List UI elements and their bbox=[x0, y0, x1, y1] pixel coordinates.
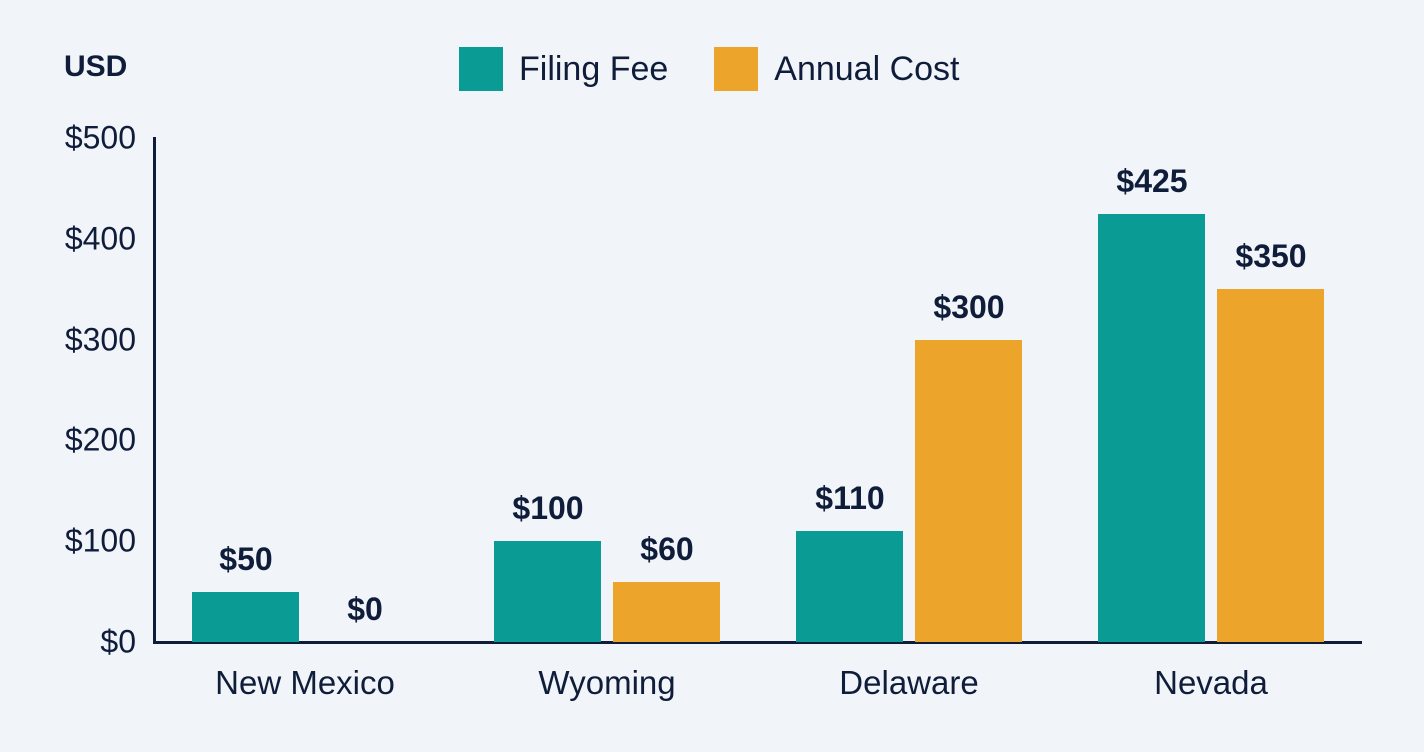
bar-value-label: $425 bbox=[1116, 162, 1188, 199]
bar-annual-cost bbox=[613, 581, 720, 642]
bar-annual-cost bbox=[915, 339, 1022, 642]
bar-value-label: $60 bbox=[640, 530, 694, 567]
legend-item-filing-fee: Filing Fee bbox=[459, 47, 668, 91]
bar-value-label: $110 bbox=[815, 480, 885, 517]
y-axis-line bbox=[153, 137, 156, 644]
bar-value-label: $350 bbox=[1235, 238, 1307, 275]
bar-filing-fee bbox=[494, 541, 601, 642]
legend-swatch-filing-fee bbox=[459, 47, 503, 91]
legend-label-annual-cost: Annual Cost bbox=[774, 49, 960, 88]
y-tick-label: $400 bbox=[64, 220, 136, 257]
bar-filing-fee bbox=[192, 591, 299, 642]
y-tick-label: $100 bbox=[64, 522, 136, 559]
y-tick-label: $300 bbox=[64, 321, 136, 358]
x-tick-label: Delaware bbox=[839, 664, 979, 701]
x-tick-label: New Mexico bbox=[215, 664, 395, 701]
y-tick-label: $500 bbox=[64, 119, 136, 156]
y-axis-unit-label: USD bbox=[64, 50, 128, 83]
x-tick-label: Nevada bbox=[1154, 664, 1268, 701]
bar-value-label: $0 bbox=[347, 591, 383, 627]
x-axis-line bbox=[153, 641, 1362, 644]
bar-value-label: $300 bbox=[933, 288, 1005, 325]
legend: Filing Fee Annual Cost bbox=[459, 47, 1006, 91]
y-tick-label: $0 bbox=[100, 623, 136, 660]
y-tick-label: $200 bbox=[64, 421, 136, 458]
bar-value-label: $50 bbox=[219, 540, 273, 577]
x-tick-label: Wyoming bbox=[538, 664, 676, 701]
legend-item-annual-cost: Annual Cost bbox=[714, 47, 960, 91]
bar-filing-fee bbox=[796, 531, 903, 642]
bar-annual-cost bbox=[1217, 289, 1324, 642]
bar-filing-fee bbox=[1098, 213, 1205, 642]
bar-value-label: $100 bbox=[512, 490, 584, 527]
legend-label-filing-fee: Filing Fee bbox=[519, 49, 669, 88]
legend-swatch-annual-cost bbox=[714, 47, 759, 91]
